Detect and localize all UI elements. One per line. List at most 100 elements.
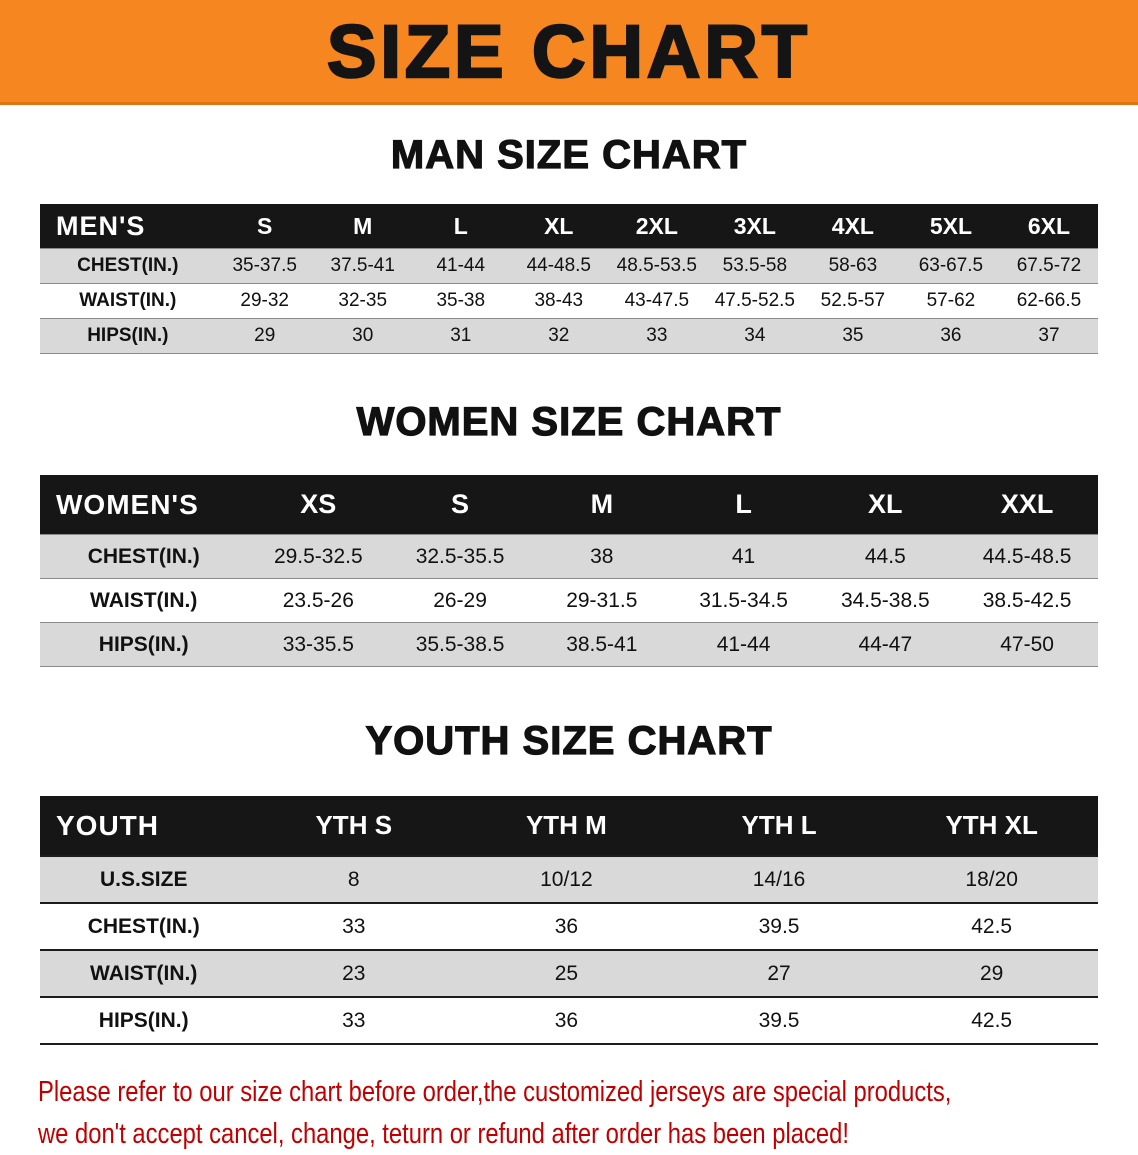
measurement-value: 36 (940, 325, 962, 346)
measurement-value: 44.5 (864, 544, 906, 568)
measurement-value: 31 (450, 325, 472, 346)
measurement-value: 58-63 (828, 255, 878, 276)
measurement-value: 38 (590, 544, 614, 568)
measurement-value: 32.5-35.5 (415, 544, 505, 568)
measurement-value: 39.5 (758, 914, 800, 938)
section-youth: YOUTH SIZE CHART YOUTH YTH S YTH M YTH L YTH… (0, 718, 1138, 1045)
measurement-value: 34.5-38.5 (840, 588, 930, 612)
size-column-header: L (411, 204, 510, 249)
row-label: CHEST(IN.) (77, 255, 179, 276)
size-column-header: 6XL (999, 204, 1098, 249)
youth-table-body: U.S.SIZE 8 10/12 14/16 18/20 CHEST(IN.) 33 36 39… (40, 856, 1098, 1044)
measurement-value: 47-50 (1000, 632, 1054, 656)
measurement-value: 38.5-41 (566, 632, 638, 656)
measurement-row: WAIST(IN.) 23.5-26 26-29 29-31.5 31.5-34.5 34… (40, 578, 1098, 623)
measurement-value: 23.5-26 (282, 588, 354, 612)
men-size-table: MEN'S S M L XL 2XL 3XL 4XL 5XL 6XL CHEST(IN.) 35-3… (40, 204, 1098, 354)
footer-notice: Please refer to our size chart before or… (38, 1071, 1138, 1155)
measurement-row: CHEST(IN.) 33 36 39.5 42.5 (40, 903, 1098, 950)
measurement-row: U.S.SIZE 8 10/12 14/16 18/20 (40, 856, 1098, 903)
measurement-row: HIPS(IN.) 33 36 39.5 42.5 (40, 997, 1098, 1044)
measurement-value: 8 (347, 867, 360, 891)
measurement-value: 35 (842, 325, 864, 346)
size-column-header: S (215, 204, 314, 249)
size-column-header: 2XL (607, 204, 706, 249)
measurement-value: 44-47 (858, 632, 913, 656)
measurement-value: 41-44 (716, 632, 771, 656)
measurement-value: 44-48.5 (526, 255, 592, 276)
measurement-row: CHEST(IN.) 35-37.5 37.5-41 41-44 44-48.5 48.5… (40, 248, 1098, 284)
size-column-header: YTH XL (885, 796, 1098, 856)
row-label: WAIST(IN.) (90, 961, 198, 985)
size-column-header: 5XL (901, 204, 1000, 249)
measurement-value: 43-47.5 (624, 290, 690, 311)
measurement-value: 57-62 (926, 290, 976, 311)
youth-size-table: YOUTH YTH S YTH M YTH L YTH XL U.S.SIZE 8 10/1… (40, 796, 1098, 1045)
measurement-value: 25 (554, 961, 579, 985)
measurement-value: 32 (548, 325, 570, 346)
measurement-value: 18/20 (965, 867, 1018, 891)
measurement-row: HIPS(IN.) 29 30 31 32 33 34 35 36 37 (40, 318, 1098, 354)
measurement-value: 26-29 (433, 588, 487, 612)
measurement-value: 62-66.5 (1016, 290, 1082, 311)
measurement-row: WAIST(IN.) 23 25 27 29 (40, 950, 1098, 997)
youth-section-heading: YOUTH SIZE CHART (365, 718, 773, 763)
table-corner-label: MEN'S (40, 204, 216, 249)
measurement-value: 35.5-38.5 (415, 632, 505, 656)
measurement-value: 37 (1038, 325, 1060, 346)
measurement-value: 63-67.5 (918, 255, 984, 276)
measurement-value: 38-43 (534, 290, 584, 311)
row-label: HIPS(IN.) (98, 1008, 189, 1032)
youth-table-header-row: YOUTH YTH S YTH M YTH L YTH XL (40, 796, 1098, 856)
measurement-value: 33 (342, 914, 366, 938)
measurement-value: 35-37.5 (232, 255, 297, 276)
men-table-header-row: MEN'S S M L XL 2XL 3XL 4XL 5XL 6XL (40, 204, 1098, 249)
measurement-value: 27 (767, 961, 791, 985)
table-corner-label: WOMEN'S (40, 475, 248, 535)
size-column-header: 3XL (705, 204, 804, 249)
measurement-row: CHEST(IN.) 29.5-32.5 32.5-35.5 38 41 44.5 44.5… (40, 534, 1098, 579)
size-column-header: XL (509, 204, 608, 249)
measurement-value: 67.5-72 (1016, 255, 1082, 276)
table-corner-label: YOUTH (40, 796, 248, 856)
women-table-header-row: WOMEN'S XS S M L XL XXL (40, 475, 1098, 535)
section-women: WOMEN SIZE CHART WOMEN'S XS S M L XL XXL CHEST… (0, 399, 1138, 667)
banner: SIZE CHART (0, 0, 1138, 105)
women-table-body: CHEST(IN.) 29.5-32.5 32.5-35.5 38 41 44.5 44.5… (40, 534, 1098, 667)
measurement-value: 39.5 (758, 1008, 800, 1032)
measurement-value: 35-38 (436, 290, 486, 311)
measurement-value: 33-35.5 (282, 632, 354, 656)
measurement-row: WAIST(IN.) 29-32 32-35 35-38 38-43 43-47.5 47.… (40, 283, 1098, 319)
measurement-value: 29-32 (240, 290, 289, 311)
row-label: WAIST(IN.) (90, 588, 198, 612)
measurement-value: 29-31.5 (566, 588, 638, 612)
size-column-header: XL (814, 475, 957, 535)
measurement-value: 53.5-58 (722, 255, 788, 276)
measurement-value: 36 (554, 1008, 579, 1032)
size-column-header: YTH S (247, 796, 461, 856)
measurement-value: 31.5-34.5 (699, 588, 788, 612)
measurement-value: 32-35 (338, 290, 388, 311)
measurement-value: 10/12 (540, 867, 593, 891)
measurement-value: 36 (554, 914, 579, 938)
measurement-value: 29 (980, 961, 1004, 985)
row-label: HIPS(IN.) (87, 325, 169, 346)
size-column-header: XS (247, 475, 390, 535)
measurement-value: 52.5-57 (820, 290, 886, 311)
women-section-heading: WOMEN SIZE CHART (356, 399, 782, 444)
notice-line-2: we don't accept cancel, change, teturn o… (38, 1118, 849, 1151)
measurement-value: 34 (744, 325, 766, 346)
size-column-header: YTH M (460, 796, 673, 856)
notice-line-1: Please refer to our size chart before or… (38, 1076, 952, 1108)
measurement-value: 33 (646, 325, 668, 346)
size-column-header: XXL (956, 475, 1098, 535)
size-column-header: S (389, 475, 531, 535)
measurement-value: 41-44 (436, 255, 486, 276)
row-label: CHEST(IN.) (87, 914, 200, 938)
row-label: CHEST(IN.) (87, 544, 200, 568)
men-section-heading: MAN SIZE CHART (390, 132, 748, 177)
measurement-value: 42.5 (971, 914, 1013, 938)
size-column-header: 4XL (803, 204, 902, 249)
measurement-value: 23 (342, 961, 366, 985)
